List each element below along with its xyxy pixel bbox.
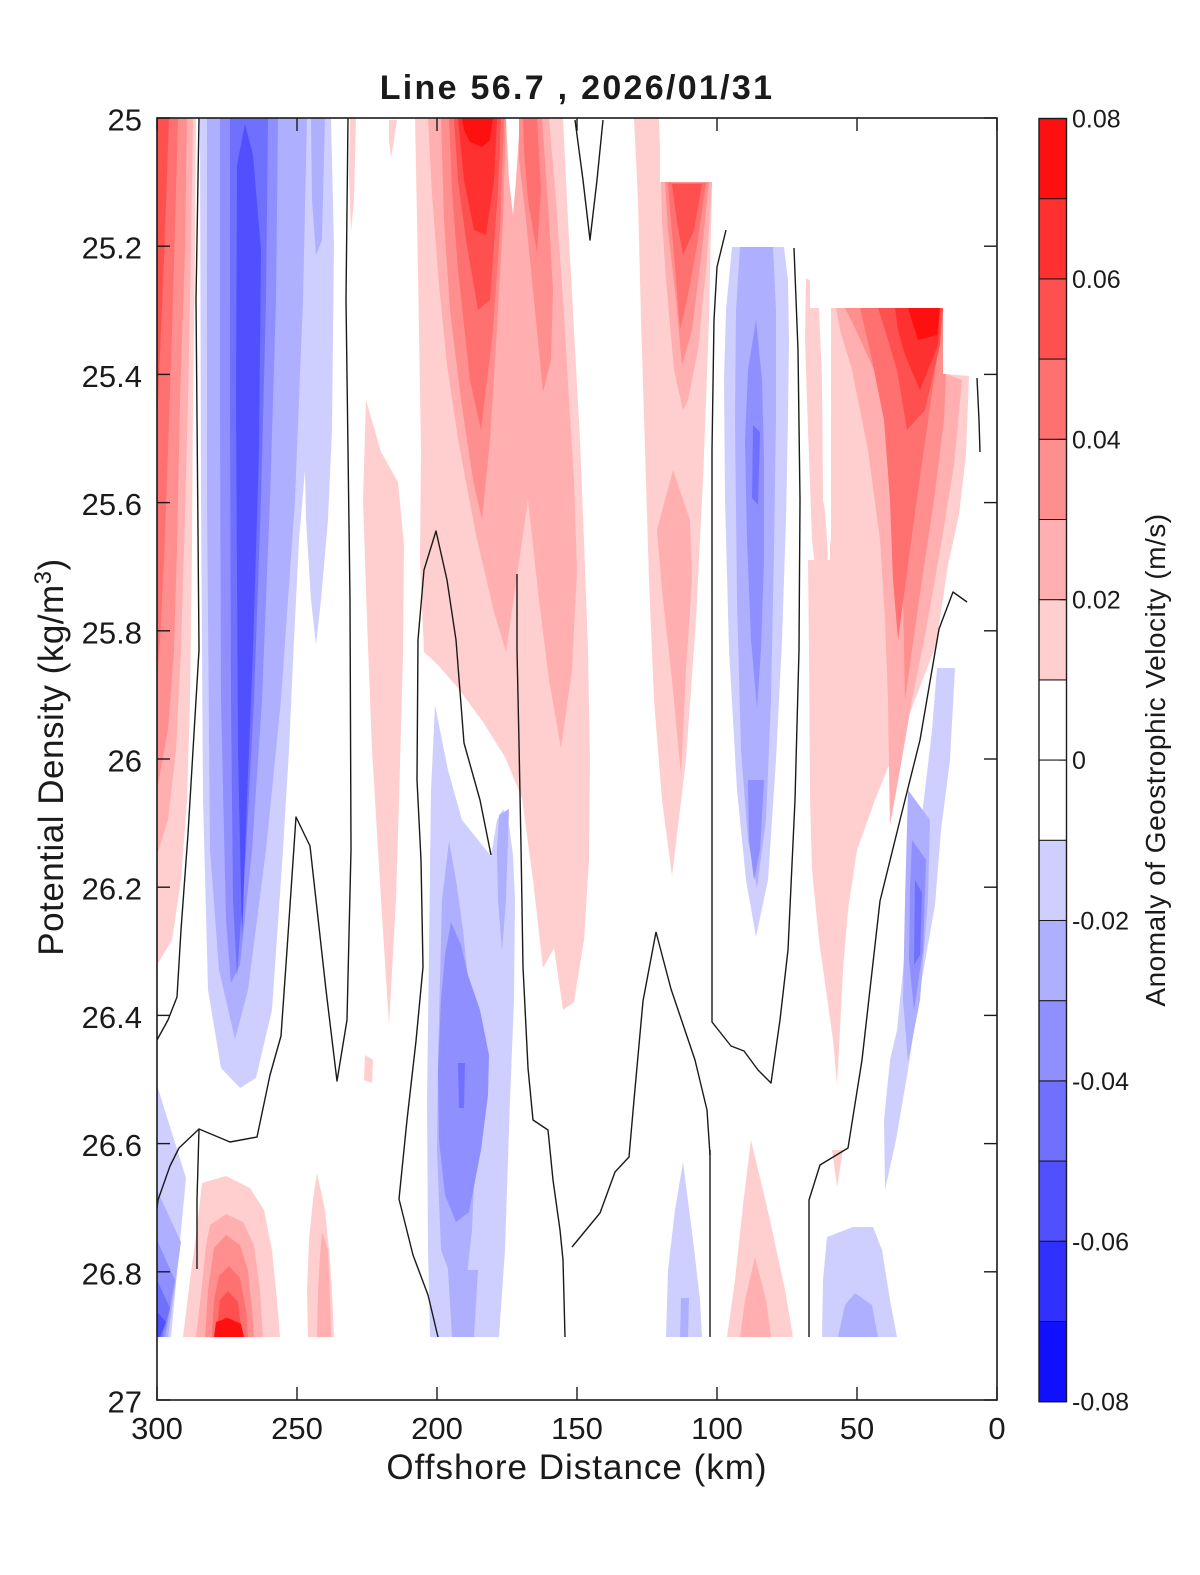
svg-text:300: 300: [131, 1411, 183, 1446]
svg-text:250: 250: [271, 1411, 323, 1446]
svg-text:26.4: 26.4: [82, 1000, 142, 1035]
svg-text:200: 200: [411, 1411, 463, 1446]
svg-text:Potential Density (kg/m3): Potential Density (kg/m3): [30, 558, 71, 955]
svg-text:27: 27: [108, 1385, 142, 1420]
svg-text:-0.08: -0.08: [1072, 1389, 1129, 1417]
svg-text:-0.02: -0.02: [1072, 908, 1129, 936]
svg-text:Line 56.7 , 2026/01/31: Line 56.7 , 2026/01/31: [380, 69, 775, 107]
svg-text:-0.06: -0.06: [1072, 1228, 1129, 1256]
svg-text:0: 0: [988, 1411, 1005, 1446]
svg-text:0: 0: [1072, 747, 1086, 775]
svg-text:-0.04: -0.04: [1072, 1068, 1129, 1096]
svg-text:100: 100: [691, 1411, 743, 1446]
svg-text:0.02: 0.02: [1072, 587, 1121, 615]
svg-text:0.06: 0.06: [1072, 266, 1121, 294]
svg-text:26.8: 26.8: [82, 1256, 142, 1291]
svg-text:26: 26: [108, 744, 142, 779]
svg-text:26.6: 26.6: [82, 1128, 142, 1163]
svg-text:0.08: 0.08: [1072, 106, 1121, 134]
svg-text:25.2: 25.2: [82, 231, 142, 266]
svg-text:25.8: 25.8: [82, 615, 142, 650]
svg-text:150: 150: [551, 1411, 603, 1446]
svg-text:0.04: 0.04: [1072, 426, 1121, 454]
svg-text:50: 50: [840, 1411, 874, 1446]
svg-text:25: 25: [108, 103, 142, 138]
svg-text:Offshore Distance (km): Offshore Distance (km): [386, 1448, 767, 1487]
svg-text:Anomaly of Geostrophic Velocit: Anomaly of Geostrophic Velocity (m/s): [1140, 513, 1171, 1006]
svg-text:25.6: 25.6: [82, 487, 142, 522]
svg-text:26.2: 26.2: [82, 872, 142, 907]
svg-text:25.4: 25.4: [82, 359, 142, 394]
